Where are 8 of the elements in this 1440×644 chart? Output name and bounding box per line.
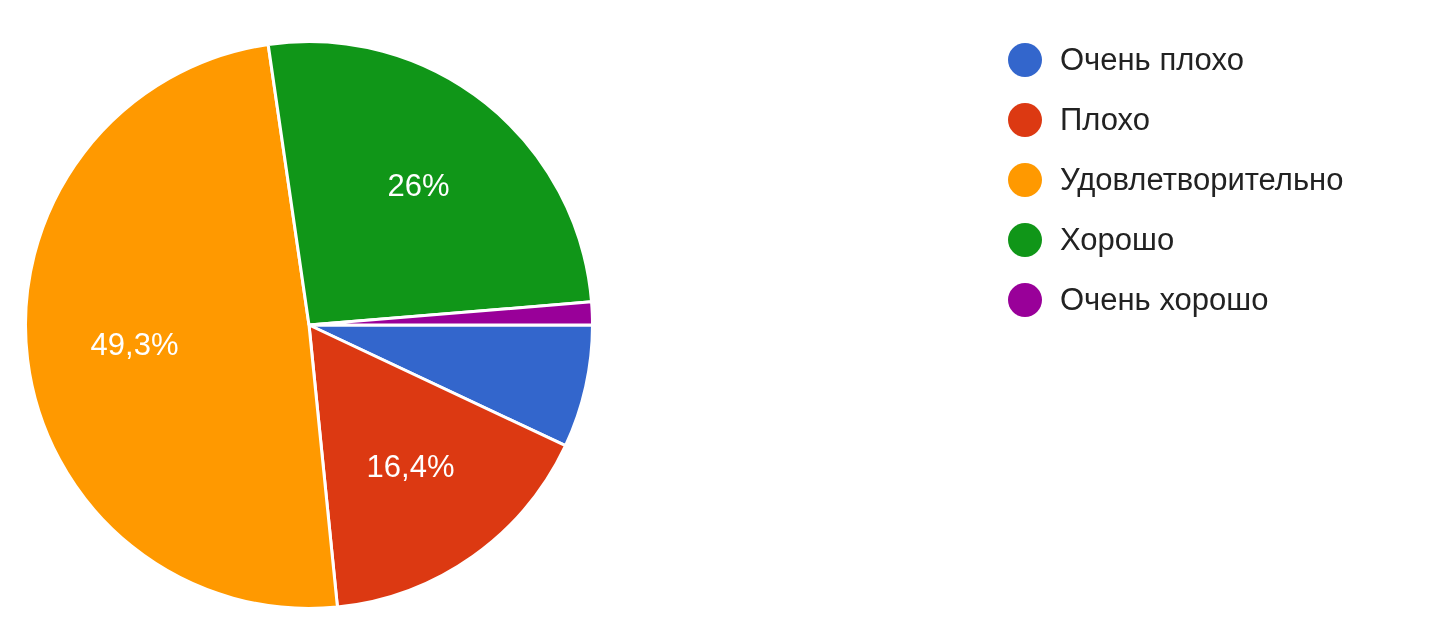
legend-label: Очень плохо — [1060, 42, 1244, 78]
legend-label: Плохо — [1060, 102, 1151, 138]
data-label: 16,4% — [366, 449, 455, 485]
data-label: 26% — [387, 168, 450, 204]
legend-label: Очень хорошо — [1060, 282, 1269, 318]
legend-label: Удовлетворительно — [1060, 162, 1344, 198]
data-label: 49,3% — [90, 327, 179, 363]
legend-label: Хорошо — [1060, 222, 1175, 258]
